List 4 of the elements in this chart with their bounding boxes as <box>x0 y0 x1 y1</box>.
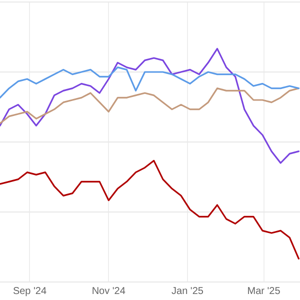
x-tick-label: Jan '25 <box>172 286 204 297</box>
x-tick-label: Sep '24 <box>12 286 47 297</box>
x-tick-label: Mar '25 <box>247 286 281 297</box>
x-tick-label: Nov '24 <box>92 286 126 297</box>
